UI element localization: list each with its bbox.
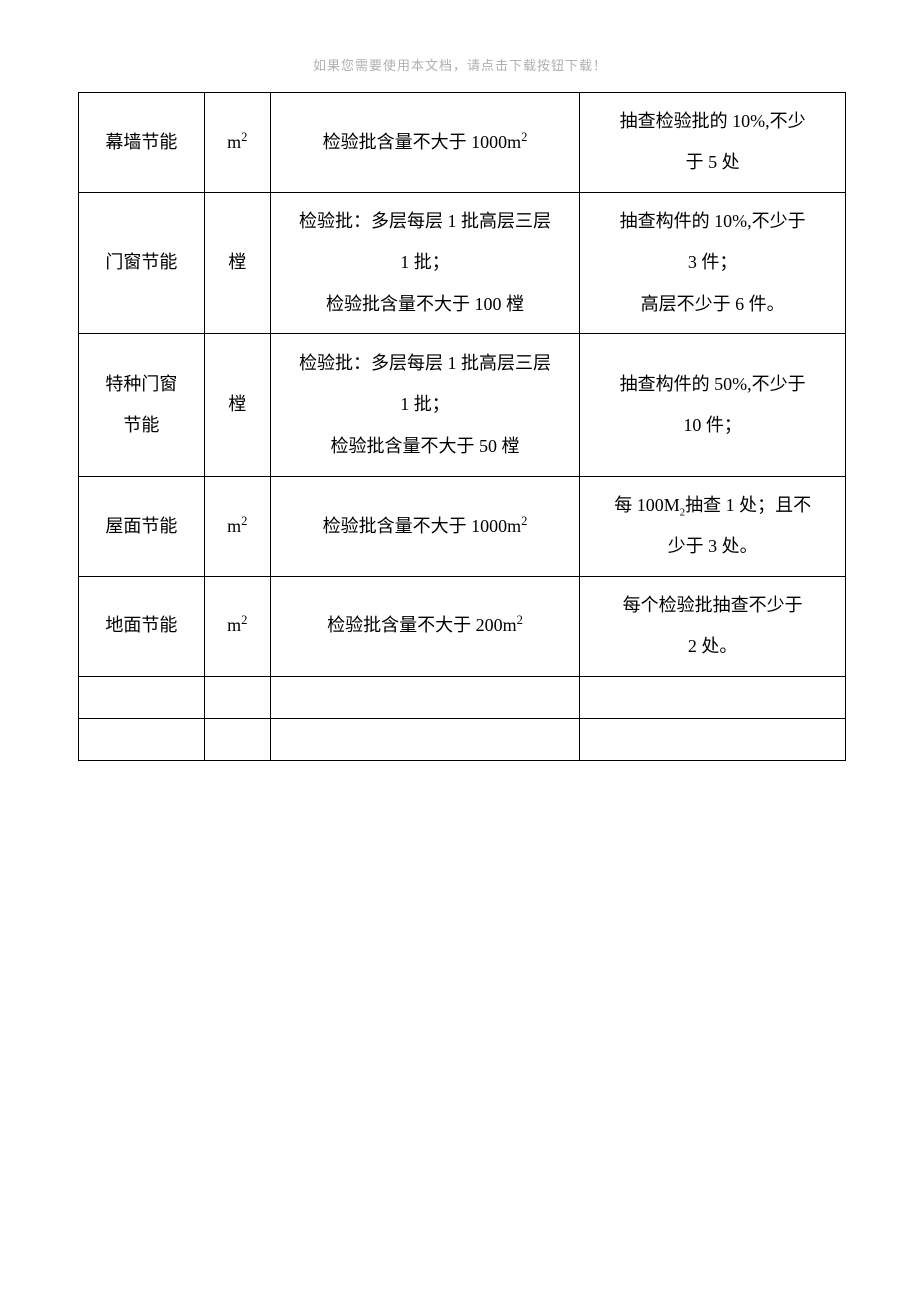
sample-text: 每 100M2抽查 1 处；且不少于 3 处。 — [614, 495, 811, 556]
unit-text: m2 — [227, 516, 247, 536]
table-row: 屋面节能 m2 检验批含量不大于 1000m2 每 100M2抽查 1 处；且不… — [79, 476, 846, 576]
cell-category: 屋面节能 — [79, 476, 205, 576]
batch-text: 检验批：多层每层 1 批高层三层1 批；检验批含量不大于 50 樘 — [299, 353, 551, 456]
batch-text: 检验批含量不大于 200m2 — [327, 615, 523, 635]
sample-text: 抽查检验批的 10%,不少于 5 处 — [620, 111, 806, 172]
cell-batch: 检验批：多层每层 1 批高层三层1 批；检验批含量不大于 100 樘 — [270, 192, 580, 333]
cell-unit: m2 — [204, 576, 270, 676]
sample-text: 抽查构件的 50%,不少于10 件； — [620, 374, 806, 435]
cell-sample: 每个检验批抽查不少于2 处。 — [580, 576, 846, 676]
sample-text: 每个检验批抽查不少于2 处。 — [623, 595, 803, 656]
table-row: 门窗节能 樘 检验批：多层每层 1 批高层三层1 批；检验批含量不大于 100 … — [79, 192, 846, 333]
cell-sample: 每 100M2抽查 1 处；且不少于 3 处。 — [580, 476, 846, 576]
cell-unit: m2 — [204, 93, 270, 193]
cell-unit: m2 — [204, 476, 270, 576]
cell-unit: 樘 — [204, 333, 270, 476]
cell-empty — [79, 718, 205, 760]
cell-empty — [204, 676, 270, 718]
cell-empty — [270, 718, 580, 760]
cell-empty — [79, 676, 205, 718]
cell-empty — [270, 676, 580, 718]
header-note: 如果您需要使用本文档，请点击下载按钮下载！ — [0, 55, 920, 74]
cell-category: 特种门窗节能 — [79, 333, 205, 476]
unit-text: m2 — [227, 132, 247, 152]
cell-category: 幕墙节能 — [79, 93, 205, 193]
table-row: 特种门窗节能 樘 检验批：多层每层 1 批高层三层1 批；检验批含量不大于 50… — [79, 333, 846, 476]
cell-sample: 抽查检验批的 10%,不少于 5 处 — [580, 93, 846, 193]
cell-batch: 检验批含量不大于 200m2 — [270, 576, 580, 676]
batch-text: 检验批含量不大于 1000m2 — [323, 516, 528, 536]
cell-sample: 抽查构件的 10%,不少于3 件；高层不少于 6 件。 — [580, 192, 846, 333]
batch-text: 检验批：多层每层 1 批高层三层1 批；检验批含量不大于 100 樘 — [299, 211, 551, 314]
category-text: 特种门窗节能 — [105, 374, 177, 435]
table-row: 地面节能 m2 检验批含量不大于 200m2 每个检验批抽查不少于2 处。 — [79, 576, 846, 676]
table-row: 幕墙节能 m2 检验批含量不大于 1000m2 抽查检验批的 10%,不少于 5… — [79, 93, 846, 193]
cell-category: 地面节能 — [79, 576, 205, 676]
cell-category: 门窗节能 — [79, 192, 205, 333]
unit-text: m2 — [227, 615, 247, 635]
inspection-table: 幕墙节能 m2 检验批含量不大于 1000m2 抽查检验批的 10%,不少于 5… — [78, 92, 846, 761]
cell-batch: 检验批含量不大于 1000m2 — [270, 93, 580, 193]
cell-sample: 抽查构件的 50%,不少于10 件； — [580, 333, 846, 476]
batch-text: 检验批含量不大于 1000m2 — [323, 132, 528, 152]
cell-unit: 樘 — [204, 192, 270, 333]
cell-empty — [580, 718, 846, 760]
cell-batch: 检验批含量不大于 1000m2 — [270, 476, 580, 576]
cell-empty — [580, 676, 846, 718]
cell-empty — [204, 718, 270, 760]
sample-text: 抽查构件的 10%,不少于3 件；高层不少于 6 件。 — [620, 211, 806, 314]
table-container: 幕墙节能 m2 检验批含量不大于 1000m2 抽查检验批的 10%,不少于 5… — [78, 92, 846, 761]
cell-batch: 检验批：多层每层 1 批高层三层1 批；检验批含量不大于 50 樘 — [270, 333, 580, 476]
table-row — [79, 718, 846, 760]
table-row — [79, 676, 846, 718]
